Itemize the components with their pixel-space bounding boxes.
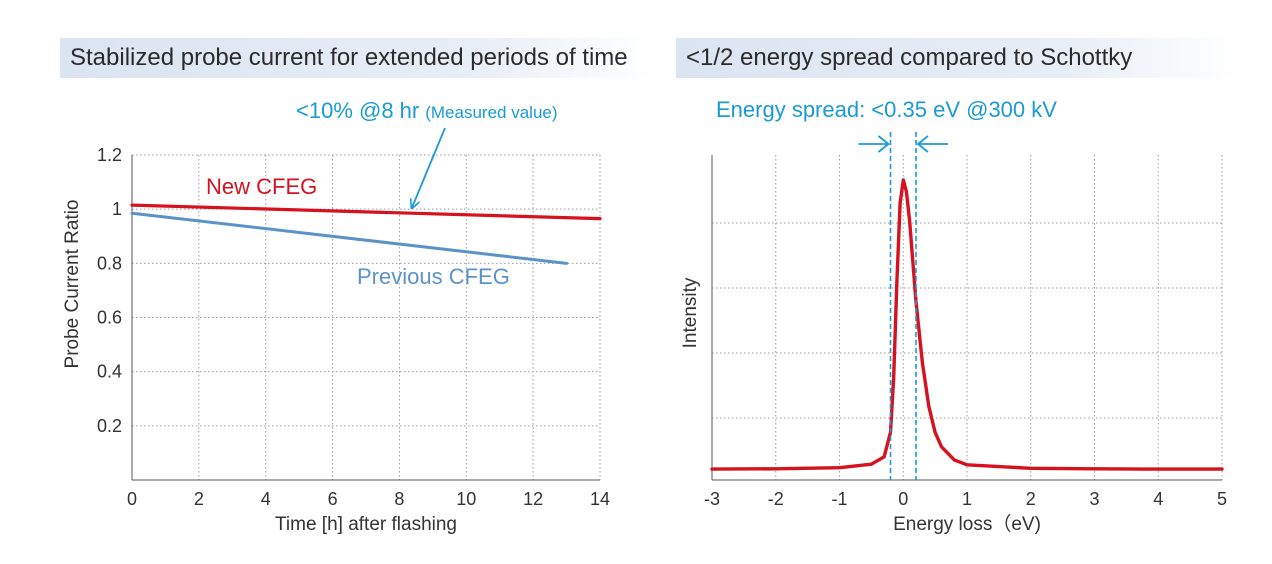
spread-right-arrowhead bbox=[916, 135, 929, 153]
previous-cfeg-line bbox=[130, 211, 569, 265]
left-x-tick-6: 12 bbox=[523, 489, 543, 509]
left-y-tick-1: 0.4 bbox=[97, 362, 122, 382]
left-y-tick-4: 1 bbox=[112, 199, 122, 219]
right-x-tick-7: 4 bbox=[1153, 489, 1163, 509]
right-x-tick-0: -3 bbox=[704, 489, 720, 509]
previous-cfeg-label: Previous CFEG bbox=[357, 264, 510, 289]
right-x-tick-1: -2 bbox=[768, 489, 784, 509]
left-y-tick-5: 1.2 bbox=[97, 145, 122, 165]
energy-spread-annotation: Energy spread: <0.35 eV @300 kV bbox=[716, 97, 1057, 122]
stability-annotation-main: <10% @8 hr bbox=[296, 98, 419, 123]
right-series-lines bbox=[710, 178, 1224, 471]
left-y-tick-3: 0.8 bbox=[97, 253, 122, 273]
energy-spread-markers bbox=[858, 132, 948, 480]
energy-spectrum-line bbox=[710, 178, 1224, 471]
left-x-tick-3: 6 bbox=[328, 489, 338, 509]
left-x-tick-4: 8 bbox=[394, 489, 404, 509]
right-x-tick-6: 3 bbox=[1089, 489, 1099, 509]
left-x-tick-2: 4 bbox=[261, 489, 271, 509]
probe-current-chart: 0 2 4 6 8 10 12 14 0.2 0.4 0.6 0.8 1 1.2 Time [h] af… bbox=[62, 98, 610, 535]
left-chart-title: Stabilized probe current for extended pe… bbox=[60, 38, 652, 78]
right-x-tick-2: -1 bbox=[831, 489, 847, 509]
left-y-tick-0: 0.2 bbox=[97, 416, 122, 436]
left-x-tick-1: 2 bbox=[194, 489, 204, 509]
right-x-tick-labels: -3 -2 -1 0 1 2 3 4 5 bbox=[704, 489, 1227, 509]
stability-annotation: <10% @8 hr (Measured value) bbox=[296, 98, 558, 123]
left-grid bbox=[132, 154, 601, 480]
annotation-arrow bbox=[412, 127, 446, 207]
left-x-tick-7: 14 bbox=[590, 489, 610, 509]
left-series-lines bbox=[130, 203, 602, 265]
spread-left-arrowhead bbox=[877, 135, 890, 153]
left-x-tick-labels: 0 2 4 6 8 10 12 14 bbox=[127, 489, 610, 509]
right-grid bbox=[712, 155, 1223, 480]
left-y-tick-labels: 0.2 0.4 0.6 0.8 1 1.2 bbox=[97, 145, 122, 436]
right-x-tick-4: 1 bbox=[962, 489, 972, 509]
new-cfeg-line bbox=[130, 203, 602, 221]
right-x-axis-label: Energy loss（eV) bbox=[893, 513, 1041, 535]
left-y-tick-2: 0.6 bbox=[97, 308, 122, 328]
left-x-tick-0: 0 bbox=[127, 489, 137, 509]
left-x-axis-label: Time [h] after flashing bbox=[275, 514, 457, 535]
right-x-tick-3: 0 bbox=[898, 489, 908, 509]
right-x-tick-8: 5 bbox=[1217, 489, 1227, 509]
left-y-axis-label: Probe Current Ratio bbox=[62, 200, 83, 369]
right-x-tick-5: 2 bbox=[1026, 489, 1036, 509]
right-chart-title: <1/2 energy spread compared to Schottky bbox=[676, 38, 1236, 78]
right-y-axis-label: Intensity bbox=[680, 277, 701, 348]
stability-annotation-note: (Measured value) bbox=[425, 103, 557, 122]
energy-spread-chart: -3 -2 -1 0 1 2 3 4 5 Energy loss（eV) Intensity E… bbox=[680, 97, 1227, 535]
left-x-tick-5: 10 bbox=[456, 489, 476, 509]
new-cfeg-label: New CFEG bbox=[206, 174, 317, 199]
